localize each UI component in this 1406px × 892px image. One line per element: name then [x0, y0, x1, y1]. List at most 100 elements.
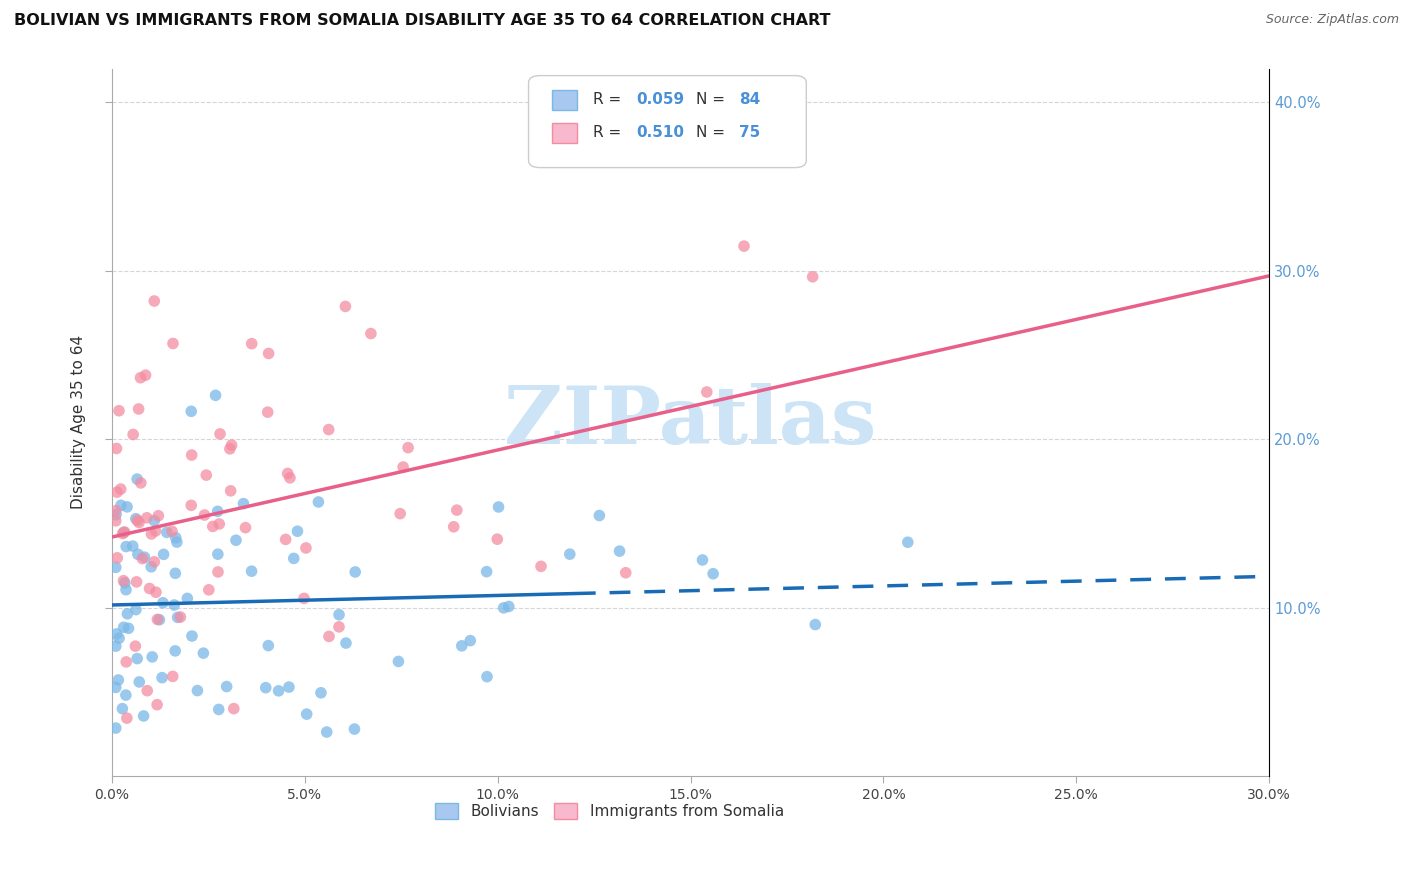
Point [396, 441, 419, 455]
Point [105, 627, 128, 641]
Point [392, 460, 415, 475]
Point [240, 564, 263, 578]
Point [166, 610, 188, 624]
Point [152, 547, 174, 561]
Point [125, 511, 148, 525]
Text: 84: 84 [740, 92, 761, 107]
Point [111, 526, 134, 541]
Point [696, 384, 718, 399]
Point [450, 639, 472, 653]
Point [219, 442, 242, 456]
Point [108, 403, 131, 417]
Point [315, 725, 337, 739]
Point [146, 612, 169, 626]
Point [127, 513, 149, 527]
Point [127, 472, 149, 486]
Point [318, 423, 340, 437]
Point [112, 620, 135, 634]
Text: BOLIVIAN VS IMMIGRANTS FROM SOMALIA DISABILITY AGE 35 TO 64 CORRELATION CHART: BOLIVIAN VS IMMIGRANTS FROM SOMALIA DISA… [14, 13, 831, 29]
Text: N =: N = [696, 92, 730, 107]
Point [186, 683, 208, 698]
Point [134, 550, 156, 565]
Point [309, 686, 332, 700]
Point [129, 370, 152, 384]
Point [166, 535, 188, 549]
Point [156, 525, 179, 540]
Point [318, 629, 340, 643]
Point [124, 639, 146, 653]
Point [193, 508, 215, 522]
Point [162, 336, 184, 351]
Point [225, 533, 247, 548]
Point [343, 722, 366, 736]
Point [104, 639, 127, 653]
Point [389, 507, 412, 521]
Point [180, 499, 202, 513]
Text: Source: ZipAtlas.com: Source: ZipAtlas.com [1265, 13, 1399, 27]
FancyBboxPatch shape [529, 76, 806, 168]
Point [257, 346, 280, 360]
Point [207, 565, 229, 579]
Point [733, 239, 755, 253]
Point [138, 582, 160, 596]
Point [235, 521, 257, 535]
Point [125, 602, 148, 616]
Point [132, 709, 155, 723]
Point [104, 560, 127, 574]
Point [283, 551, 305, 566]
Point [110, 498, 132, 512]
Point [267, 683, 290, 698]
Point [475, 670, 498, 684]
Point [104, 504, 127, 518]
Point [180, 404, 202, 418]
Point [254, 681, 277, 695]
Point [446, 503, 468, 517]
Point [335, 636, 357, 650]
Point [122, 427, 145, 442]
Point [181, 629, 204, 643]
Point [222, 701, 245, 715]
Text: 0.510: 0.510 [636, 125, 685, 140]
Point [145, 585, 167, 599]
Point [117, 621, 139, 635]
Point [112, 525, 135, 540]
Point [112, 574, 135, 588]
Point [148, 613, 170, 627]
Text: 0.059: 0.059 [636, 92, 685, 107]
Point [117, 607, 139, 621]
Point [125, 574, 148, 589]
Point [105, 485, 128, 500]
Point [702, 566, 724, 581]
Point [558, 547, 581, 561]
Point [344, 565, 367, 579]
Point [492, 600, 515, 615]
Point [165, 531, 187, 545]
Text: R =: R = [593, 125, 627, 140]
Point [105, 550, 128, 565]
Point [105, 508, 128, 522]
Point [292, 591, 315, 606]
Point [193, 646, 215, 660]
Point [129, 475, 152, 490]
Point [165, 644, 187, 658]
Point [108, 631, 131, 645]
Point [135, 368, 157, 383]
Point [208, 516, 231, 531]
Point [287, 524, 309, 539]
Legend: Bolivians, Immigrants from Somalia: Bolivians, Immigrants from Somalia [429, 797, 790, 825]
Point [115, 500, 138, 514]
Point [165, 566, 187, 581]
Text: N =: N = [696, 125, 730, 140]
Point [150, 671, 173, 685]
Point [530, 559, 553, 574]
Point [146, 698, 169, 712]
Point [143, 555, 166, 569]
Point [131, 551, 153, 566]
Point [169, 610, 191, 624]
Point [692, 553, 714, 567]
Point [104, 681, 127, 695]
Point [152, 596, 174, 610]
Point [277, 467, 299, 481]
Point [198, 582, 221, 597]
Point [115, 711, 138, 725]
